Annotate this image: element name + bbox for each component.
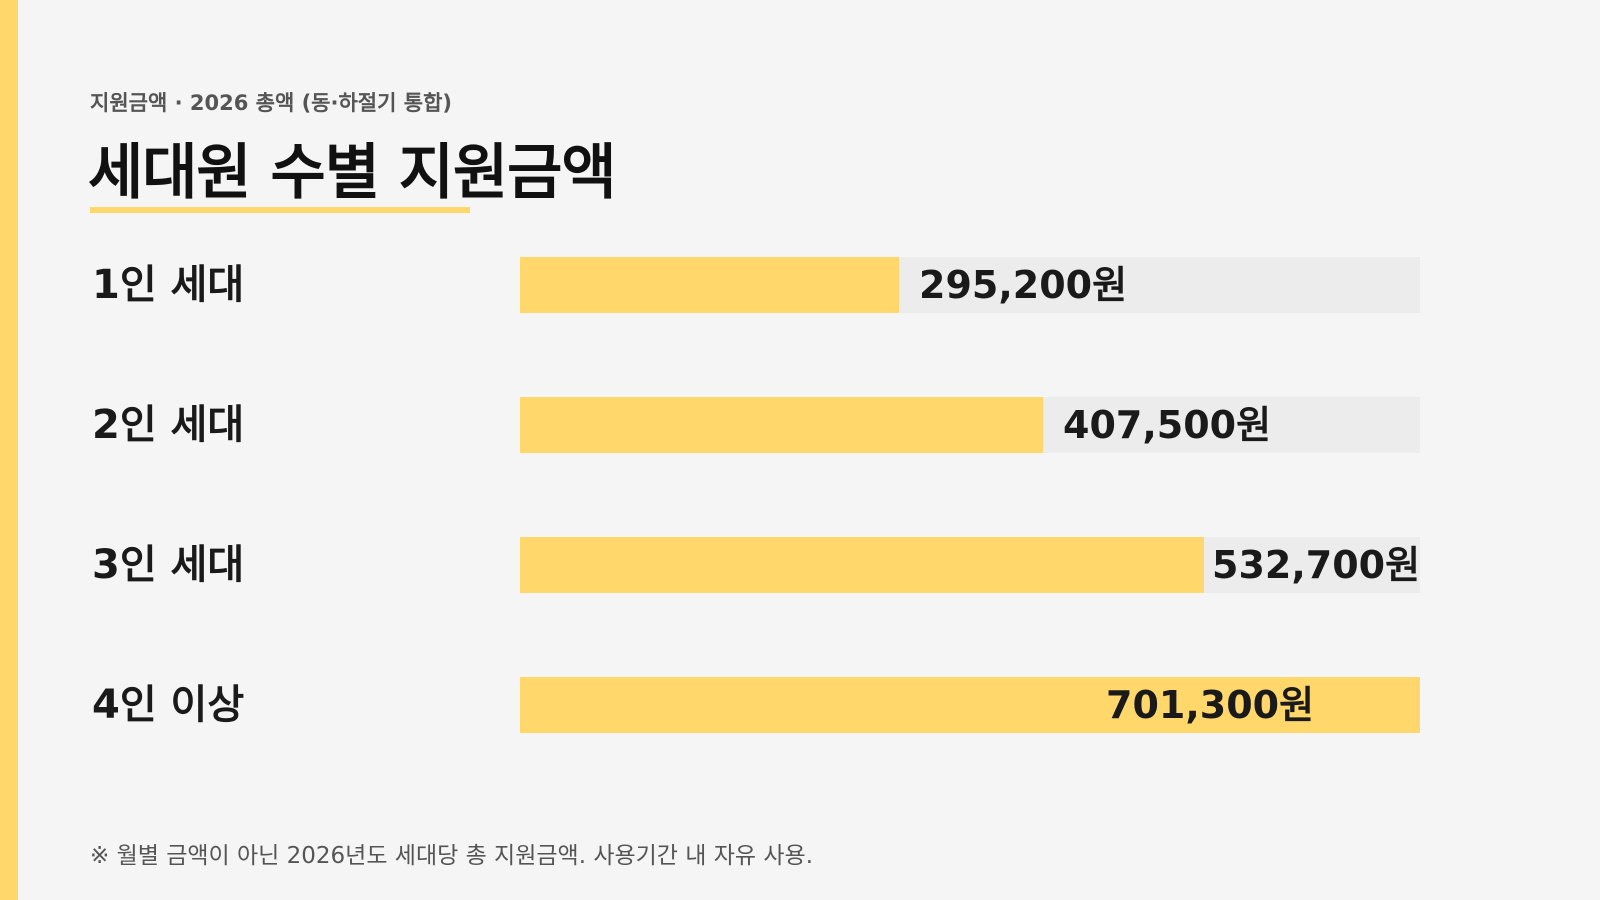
- title-underline: [90, 207, 470, 213]
- chart-row: 4인 이상 701,300원: [0, 677, 1600, 733]
- bar-value-label: 532,700원: [1212, 543, 1421, 587]
- chart-row: 1인 세대 295,200원: [0, 257, 1600, 313]
- bar: [520, 397, 1043, 453]
- bar-value-label: 701,300원: [1106, 683, 1315, 727]
- category-label: 2인 세대: [92, 402, 245, 448]
- category-label: 1인 세대: [92, 262, 245, 308]
- bar: [520, 537, 1204, 593]
- bar-track: 407,500원: [520, 397, 1420, 453]
- bar-track: 295,200원: [520, 257, 1420, 313]
- bar-value-label: 407,500원: [1063, 403, 1272, 447]
- chart-row: 2인 세대 407,500원: [0, 397, 1600, 453]
- accent-stripe: [0, 0, 18, 900]
- chart-row: 3인 세대 532,700원: [0, 537, 1600, 593]
- bar-track: 532,700원: [520, 537, 1420, 593]
- eyebrow-label: 지원금액 · 2026 총액 (동·하절기 통합): [90, 91, 452, 115]
- bar: [520, 677, 1420, 733]
- footnote: ※ 월별 금액이 아닌 2026년도 세대당 총 지원금액. 사용기간 내 자유…: [90, 843, 814, 869]
- category-label: 4인 이상: [92, 682, 245, 728]
- bar-value-label: 295,200원: [919, 263, 1128, 307]
- bar-track: 701,300원: [520, 677, 1420, 733]
- bar: [520, 257, 899, 313]
- category-label: 3인 세대: [92, 542, 245, 588]
- page-title: 세대원 수별 지원금액: [88, 138, 617, 208]
